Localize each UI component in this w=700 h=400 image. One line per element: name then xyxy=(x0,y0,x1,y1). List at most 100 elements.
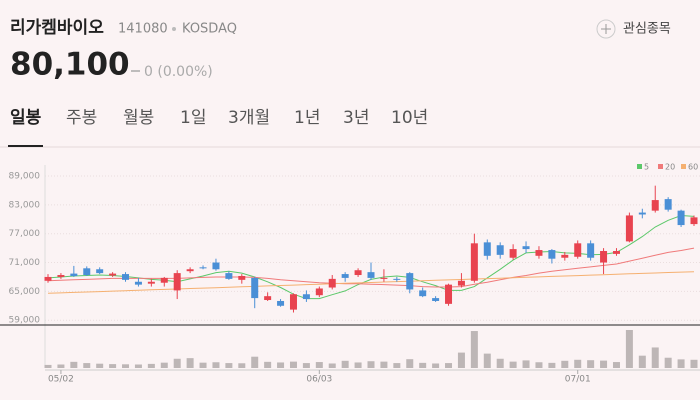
volume-bar xyxy=(664,357,672,368)
volume-bar xyxy=(470,331,478,368)
separator-dot xyxy=(172,27,176,31)
stock-code: 141080 xyxy=(118,22,168,37)
candle-body xyxy=(109,273,117,276)
candle-body xyxy=(548,250,556,259)
candle-body xyxy=(380,277,388,279)
volume-bar xyxy=(625,330,633,368)
volume-bar xyxy=(548,362,556,368)
volume-bar xyxy=(199,362,207,368)
candle-body xyxy=(341,274,349,278)
volume-bar xyxy=(445,363,453,368)
candle-body xyxy=(509,249,517,258)
volume-bar xyxy=(186,358,194,368)
candle-body xyxy=(470,243,478,281)
candle-body xyxy=(664,199,672,210)
candle-body xyxy=(186,269,194,272)
volume-bar xyxy=(638,355,646,368)
volume-bar xyxy=(109,364,117,368)
volume-bar xyxy=(264,361,272,368)
watch-icon[interactable] xyxy=(596,19,616,39)
change: 0 (0.00%) xyxy=(144,64,213,80)
volume-bar xyxy=(315,362,323,368)
volume-bar xyxy=(612,362,620,368)
candle-body xyxy=(122,274,130,280)
candle-body xyxy=(302,294,310,300)
y-tick-label: 77,000 xyxy=(9,229,41,239)
candle-body xyxy=(277,300,285,306)
candle-body xyxy=(535,250,543,256)
candle-body xyxy=(496,245,504,255)
legend-label: 20 xyxy=(665,163,675,172)
x-tick-label: 05/02 xyxy=(48,375,74,385)
volume-bar xyxy=(419,362,427,368)
tab[interactable]: 월봉 xyxy=(123,108,154,128)
volume-bar xyxy=(483,353,491,368)
candle-body xyxy=(199,267,207,269)
y-tick-label: 71,000 xyxy=(9,258,41,268)
tab[interactable]: 일봉 xyxy=(10,108,42,128)
volume-bar xyxy=(341,360,349,368)
candle-body xyxy=(393,278,401,280)
candle-body xyxy=(483,242,491,256)
candle-body xyxy=(522,246,530,250)
x-tick-label: 07/01 xyxy=(565,375,591,385)
x-tick-label: 06/03 xyxy=(306,375,332,385)
moving-average-line xyxy=(47,271,695,294)
volume-bar xyxy=(457,352,465,368)
volume-bar xyxy=(160,362,168,368)
tab[interactable]: 10년 xyxy=(391,108,428,128)
y-tick-label: 65,000 xyxy=(9,287,41,297)
volume-bar xyxy=(134,364,142,368)
volume-bar xyxy=(522,360,530,368)
tab[interactable]: 3개월 xyxy=(228,108,270,128)
volume-bar xyxy=(367,361,375,368)
volume-bar xyxy=(212,362,220,368)
candle-body xyxy=(70,273,78,276)
volume-bar xyxy=(380,361,388,368)
volume-bar xyxy=(406,359,414,368)
volume-bar xyxy=(70,361,78,368)
volume-bar xyxy=(677,359,685,368)
candle-body xyxy=(83,268,91,276)
tab[interactable]: 1년 xyxy=(294,108,320,128)
volume-bar xyxy=(509,361,517,368)
volume-bar xyxy=(587,360,595,368)
candle-body xyxy=(432,298,440,301)
candle-body xyxy=(57,275,65,277)
volume-bar xyxy=(173,358,181,368)
candle-body xyxy=(354,270,362,276)
candle-body xyxy=(651,200,659,211)
volume-bar xyxy=(328,363,336,368)
candle-body xyxy=(264,296,272,301)
y-tick-label: 59,000 xyxy=(9,316,41,326)
candle-body xyxy=(251,277,259,299)
volume-bar xyxy=(496,358,504,368)
volume-bar xyxy=(277,362,285,368)
moving-average-line xyxy=(47,247,695,288)
candle-body xyxy=(147,281,155,284)
candle-body xyxy=(574,243,582,257)
candle-body xyxy=(445,284,453,304)
volume-bar xyxy=(147,363,155,368)
candle-body xyxy=(612,251,620,254)
tab[interactable]: 1일 xyxy=(180,108,206,128)
volume-bar xyxy=(238,363,246,368)
legend-label: 60 xyxy=(688,163,698,172)
candle-body xyxy=(677,210,685,226)
volume-bar xyxy=(432,363,440,368)
volume-bar xyxy=(535,362,543,368)
tab[interactable]: 3년 xyxy=(343,108,369,128)
candle-body xyxy=(328,278,336,288)
watch-button[interactable]: 관심종목 xyxy=(623,22,671,37)
price: 80,100 xyxy=(10,47,130,83)
legend-swatch xyxy=(681,164,686,169)
tab[interactable]: 주봉 xyxy=(66,108,97,128)
candle-body xyxy=(638,212,646,215)
legend-swatch xyxy=(658,164,663,169)
candle-body xyxy=(160,277,168,283)
volume-bar xyxy=(302,363,310,368)
candle-body xyxy=(419,290,427,297)
volume-bar xyxy=(251,356,259,368)
